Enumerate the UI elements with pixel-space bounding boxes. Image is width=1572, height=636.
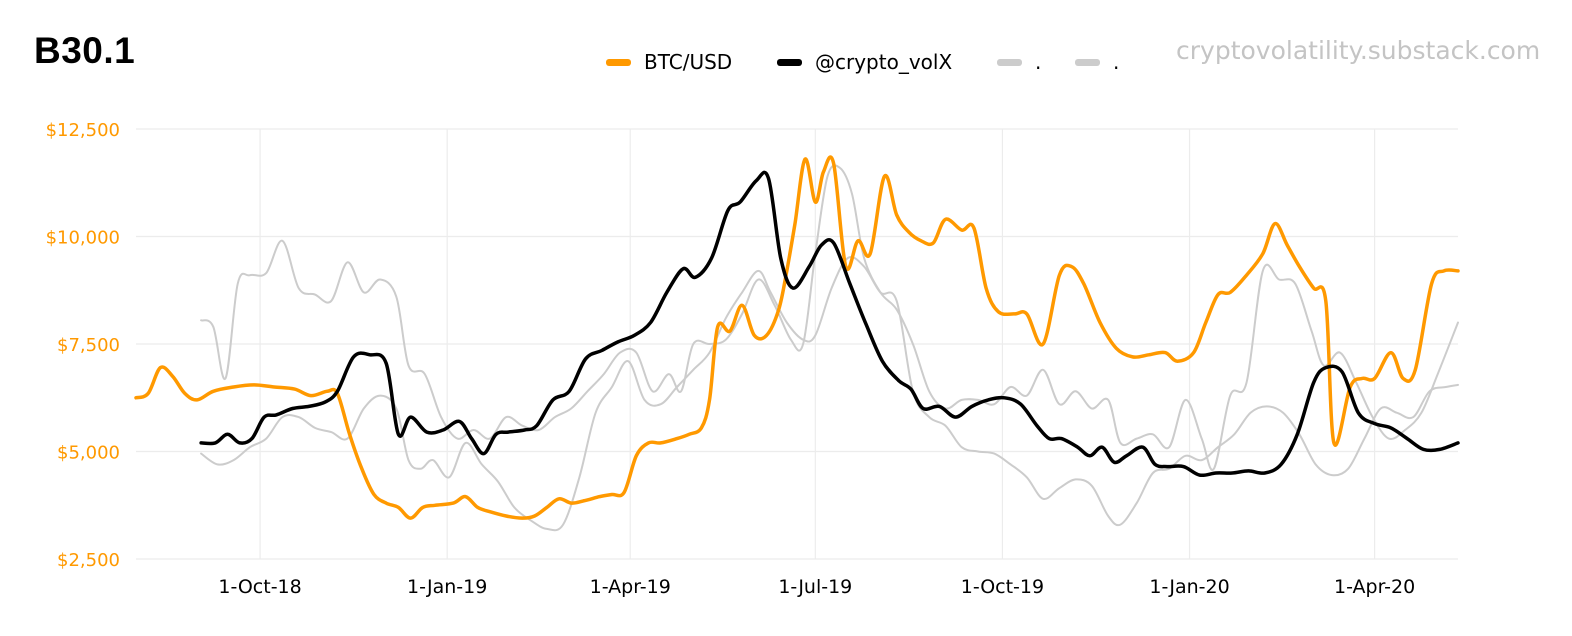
y-tick-label: $2,500 [57,550,120,571]
x-axis-ticks: 1-Oct-18 1-Jan-19 1-Apr-19 1-Jul-19 1-Oct-19… [218,576,1415,598]
x-tick-label: 1-Jan-20 [1149,576,1229,598]
x-tick-label: 1-Apr-19 [590,576,671,598]
y-tick-label: $5,000 [57,443,120,464]
legend-swatch [997,58,1022,66]
legend-label: . [1035,50,1042,74]
legend-swatch [1075,58,1100,66]
watermark-text: cryptovolatility.substack.com [1176,36,1541,65]
legend-btc-usd: BTC/USD [606,50,732,74]
legend-swatch [606,58,631,66]
btc-usd-line [134,155,1460,520]
x-tick-label: 1-Oct-18 [218,576,301,598]
x-tick-label: 1-Oct-19 [961,576,1044,598]
legend-label: BTC/USD [644,50,733,74]
crypto-volx-line [199,170,1460,478]
grid-layer [136,128,1458,560]
chart-legend: BTC/USD @crypto_volX.. [0,50,1160,74]
legend-grey-2: . [1075,50,1119,74]
legend-label: @crypto_volX [815,50,953,74]
x-tick-label: 1-Apr-20 [1334,576,1415,598]
legend-grey-1: . [997,50,1041,74]
legend-crypto-volx: @crypto_volX [777,50,952,74]
grey-series-2-line [200,164,1459,471]
y-tick-label: $10,000 [46,228,120,249]
grey-series-1-line [200,256,1459,532]
y-axis-ticks: $2,500 $5,000 $7,500 $10,000 $12,500 [46,120,120,571]
series-layer [134,155,1460,532]
x-tick-label: 1-Jan-19 [407,576,487,598]
page-title: B30.1 [34,30,136,71]
legend-label: . [1113,50,1120,74]
legend-swatch [777,58,802,66]
y-tick-label: $12,500 [46,120,120,141]
y-tick-label: $7,500 [57,335,120,356]
x-tick-label: 1-Jul-19 [778,576,852,598]
